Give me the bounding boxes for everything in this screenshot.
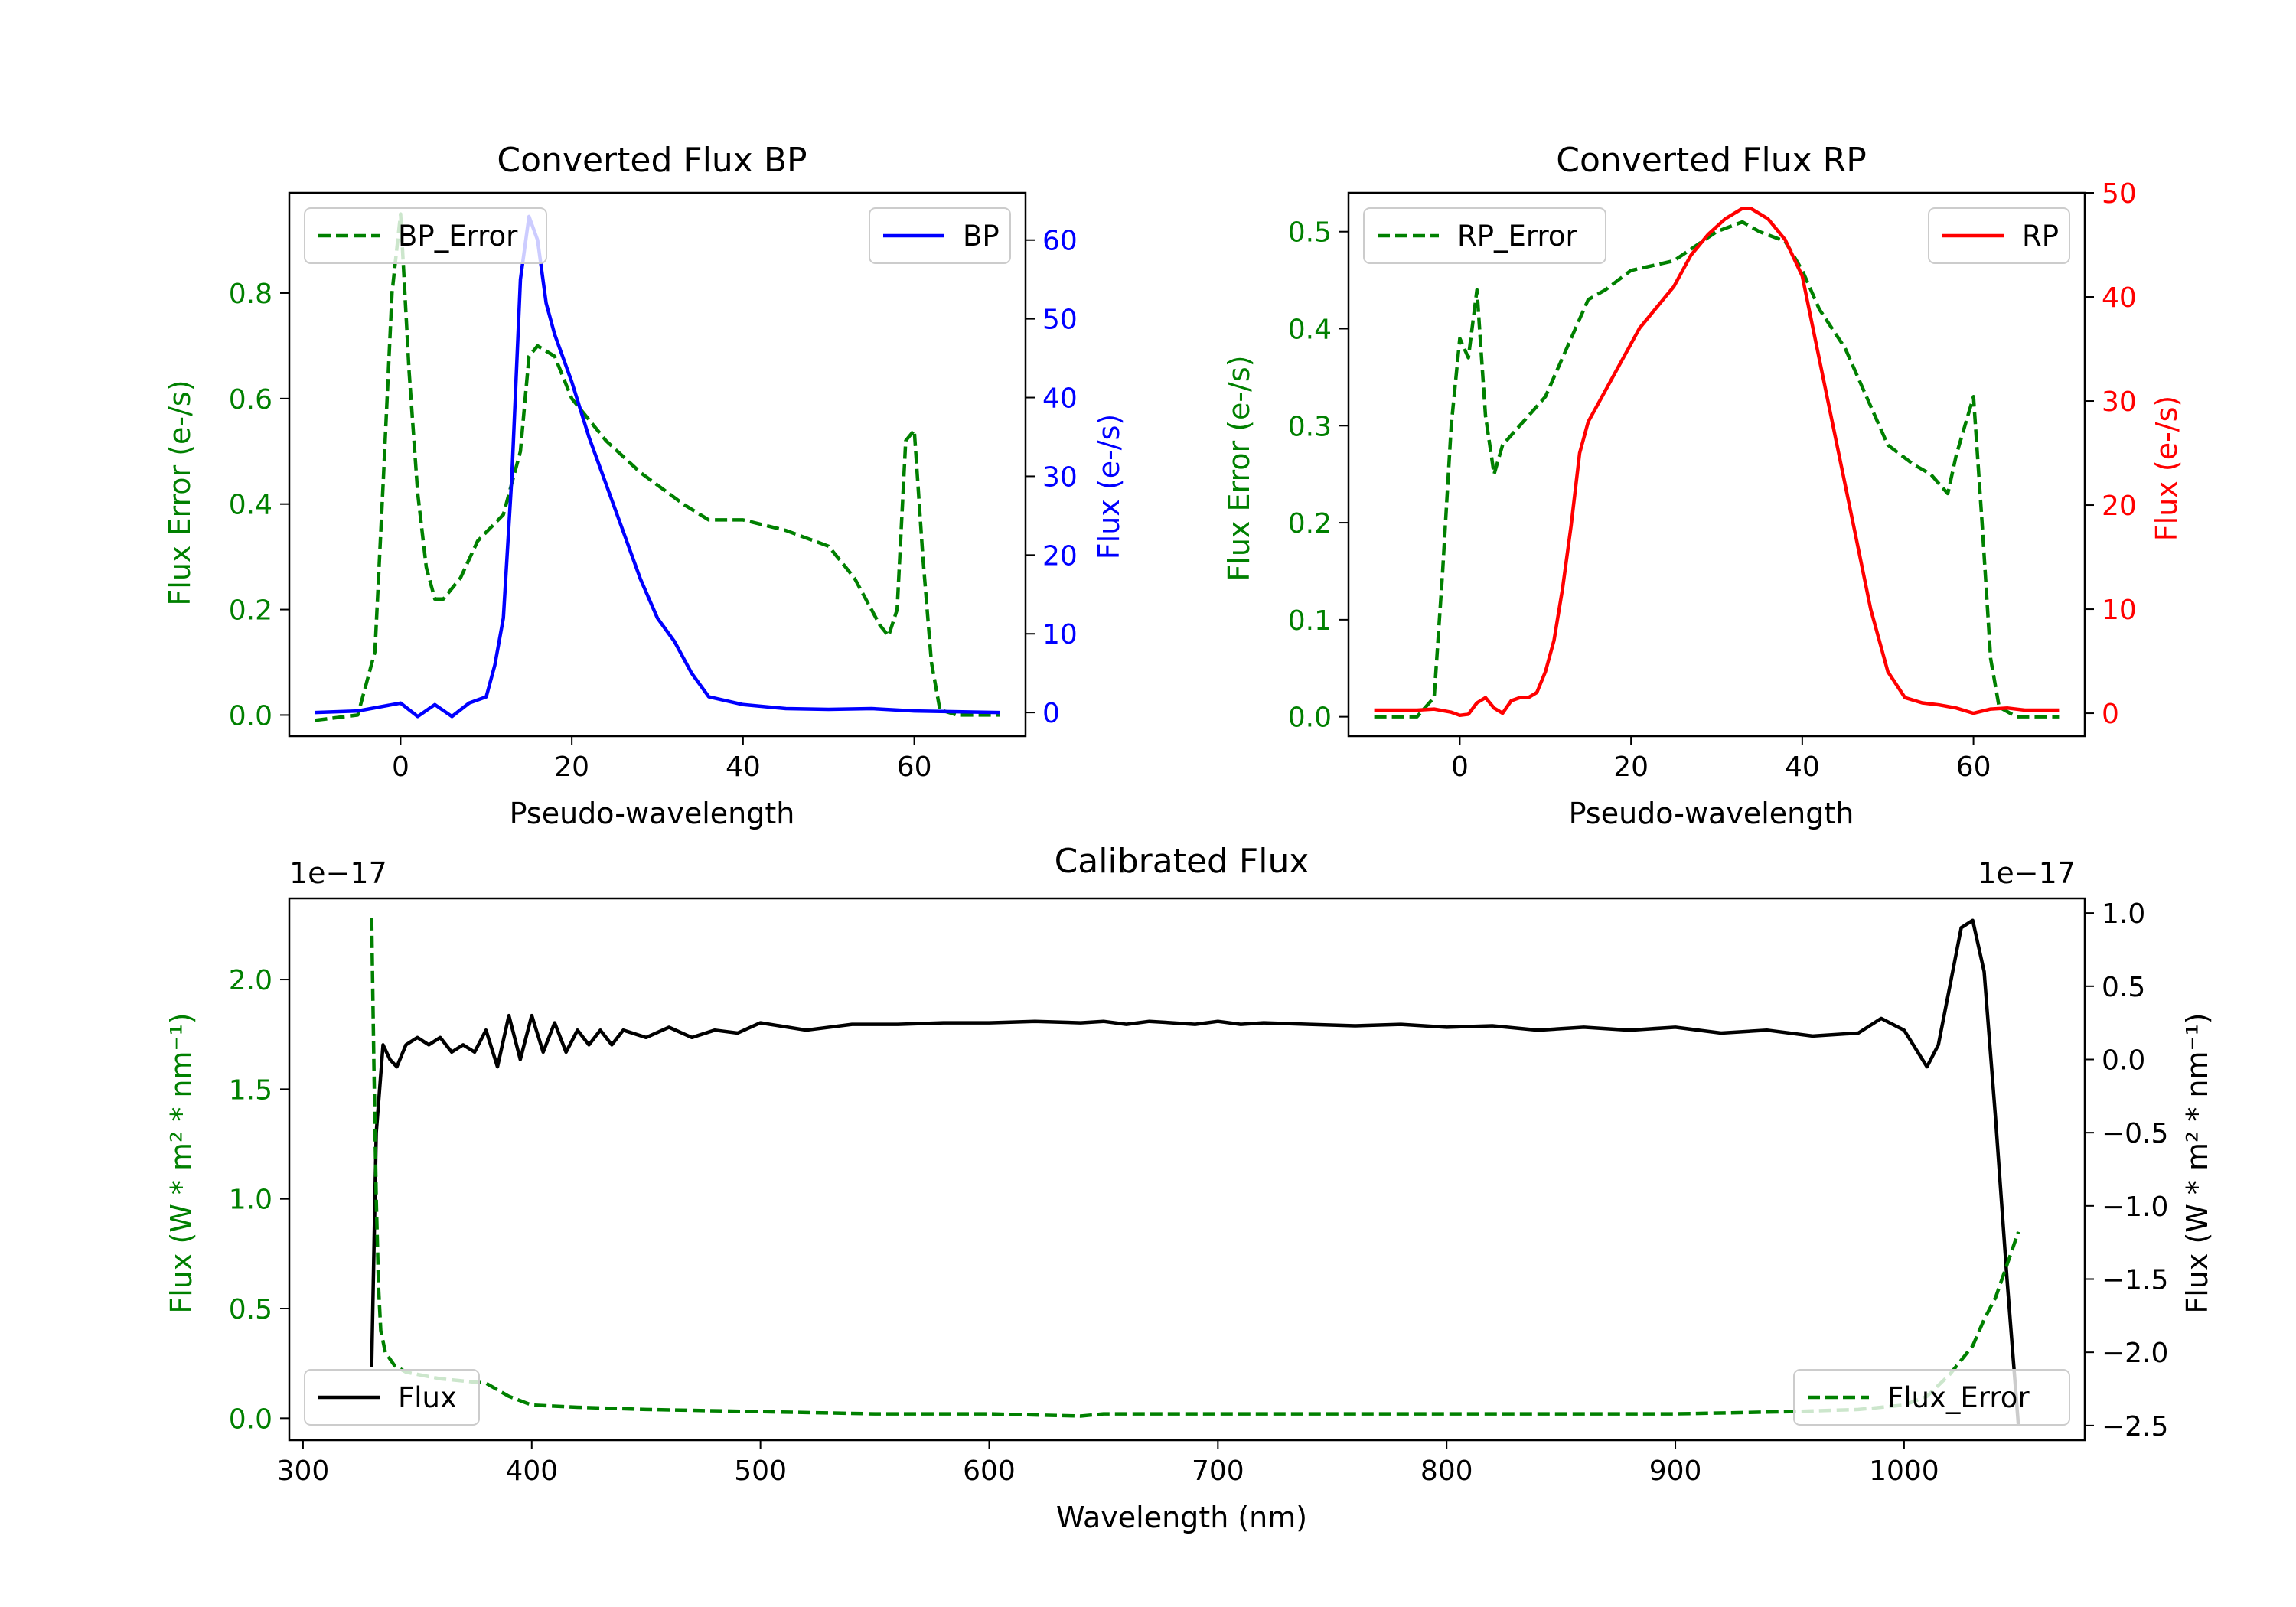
calibrated-legend-flux-label: Flux	[398, 1381, 457, 1414]
calibrated-series-flux-error-line	[370, 918, 2020, 1418]
rp-right-axis-label: Flux (e-/s)	[2150, 396, 2183, 541]
bp-left-y-tick-label: 0.8	[229, 279, 272, 310]
rp-right-y-tick-label: 0	[2102, 699, 2119, 730]
calibrated-axes-frame	[288, 897, 2086, 1442]
bp-legend-bp-error-box	[304, 207, 547, 264]
rp-series-rp-error-line	[1374, 220, 2060, 719]
calibrated-right-y-tick-label: −1.5	[2102, 1265, 2168, 1296]
bp-left-axis-label: Flux Error (e-/s)	[163, 380, 197, 605]
calibrated-left-y-tick-label: 1.5	[229, 1074, 272, 1106]
calibrated-x-tick-label: 700	[1192, 1455, 1244, 1487]
bp-right-y-tick-label: 40	[1042, 383, 1078, 415]
calibrated-chart-title: Calibrated Flux	[1055, 842, 1309, 881]
rp-x-tick-label: 20	[1613, 751, 1649, 783]
calibrated-left-offset-label: 1e−17	[289, 856, 387, 890]
bp-x-tick-label: 60	[897, 751, 932, 783]
bp-right-y-tick-label: 10	[1042, 619, 1078, 650]
rp-chart-title: Converted Flux RP	[1556, 141, 1867, 180]
calibrated-legend-flux-error-label: Flux_Error	[1887, 1381, 2030, 1414]
bp-right-y-tick-label: 50	[1042, 305, 1078, 336]
rp-left-y-tick-label: 0.1	[1288, 605, 1332, 637]
calibrated-series-flux-line	[370, 918, 2020, 1426]
calibrated-chart-panel: Calibrated Flux Wavelength (nm) Flux (W …	[165, 842, 2214, 1534]
calibrated-right-axis-label: Flux (W * m² * nm⁻¹)	[2180, 1012, 2214, 1313]
bp-right-y-tick-label: 30	[1042, 461, 1078, 493]
calibrated-x-axis-label: Wavelength (nm)	[1056, 1501, 1307, 1534]
bp-x-tick-label: 40	[726, 751, 761, 783]
calibrated-right-offset-label: 1e−17	[1978, 856, 2076, 890]
calibrated-x-tick-label: 600	[963, 1455, 1016, 1487]
calibrated-legend-flux-box	[304, 1369, 480, 1426]
calibrated-left-y-tick-label: 0.0	[229, 1403, 272, 1435]
bp-series-bp-error-line	[315, 212, 1000, 722]
rp-x-axis-label: Pseudo-wavelength	[1569, 797, 1854, 830]
bp-right-axis-label: Flux (e-/s)	[1092, 414, 1126, 559]
calibrated-x-tick-label: 300	[277, 1455, 330, 1487]
bp-series-bp-line	[315, 214, 1000, 719]
calibrated-x-tick-label: 400	[505, 1455, 558, 1487]
rp-x-tick-label: 40	[1785, 751, 1820, 783]
rp-legend-rp-error-label: RP_Error	[1457, 220, 1577, 253]
rp-right-y-tick-label: 50	[2102, 178, 2137, 210]
calibrated-left-axis-label: Flux (W * m² * nm⁻¹)	[165, 1012, 198, 1313]
rp-right-y-tick-label: 40	[2102, 282, 2137, 314]
calibrated-x-tick-label: 800	[1420, 1455, 1473, 1487]
bp-x-tick-label: 20	[554, 751, 589, 783]
bp-legend-bp-error-label: BP_Error	[398, 220, 518, 253]
bp-right-y-tick-label: 60	[1042, 226, 1078, 257]
rp-left-y-tick-label: 0.2	[1288, 508, 1332, 539]
rp-left-axis-label: Flux Error (e-/s)	[1222, 355, 1256, 581]
rp-left-y-tick-label: 0.3	[1288, 411, 1332, 442]
rp-x-tick-label: 0	[1451, 751, 1469, 783]
bp-legend-bp-label: BP	[963, 220, 1000, 253]
calibrated-x-tick-label: 500	[734, 1455, 787, 1487]
rp-chart-panel: Converted Flux RP Pseudo-wavelength Flux…	[1222, 141, 2183, 830]
bp-axes-frame	[288, 191, 1027, 738]
calibrated-right-y-tick-label: 0.5	[2102, 972, 2145, 1003]
rp-x-tick-label: 60	[1956, 751, 1991, 783]
rp-left-y-tick-label: 0.5	[1288, 217, 1332, 249]
rp-axes-frame	[1347, 191, 2086, 738]
bp-x-tick-label: 0	[392, 751, 409, 783]
rp-right-y-tick-label: 10	[2102, 595, 2137, 626]
calibrated-right-y-tick-label: 0.0	[2102, 1045, 2145, 1076]
rp-left-y-tick-label: 0.0	[1288, 702, 1332, 734]
bp-right-y-tick-label: 0	[1042, 698, 1060, 729]
calibrated-right-y-tick-label: −1.0	[2102, 1191, 2168, 1223]
calibrated-left-y-tick-label: 1.0	[229, 1185, 272, 1216]
rp-right-y-tick-label: 20	[2102, 491, 2137, 522]
bp-x-axis-label: Pseudo-wavelength	[510, 797, 795, 830]
calibrated-right-y-tick-label: −2.5	[2102, 1411, 2168, 1442]
bp-chart-panel: Converted Flux BP Pseudo-wavelength Flux…	[163, 141, 1126, 830]
calibrated-left-y-tick-label: 0.5	[229, 1294, 272, 1325]
calibrated-right-y-tick-label: −0.5	[2102, 1118, 2168, 1149]
bp-chart-title: Converted Flux BP	[497, 141, 807, 180]
calibrated-x-tick-label: 900	[1649, 1455, 1702, 1487]
bp-left-y-tick-label: 0.2	[229, 595, 272, 627]
bp-right-y-tick-label: 20	[1042, 540, 1078, 572]
calibrated-left-y-tick-label: 2.0	[229, 965, 272, 996]
calibrated-legend-flux-error-box	[1793, 1369, 2070, 1426]
bp-left-y-tick-label: 0.4	[229, 490, 272, 521]
rp-series-rp-line	[1374, 207, 2060, 718]
calibrated-right-y-tick-label: 1.0	[2102, 898, 2145, 930]
rp-right-y-tick-label: 30	[2102, 386, 2137, 418]
bp-left-y-tick-label: 0.0	[229, 700, 272, 732]
calibrated-right-y-tick-label: −2.0	[2102, 1338, 2168, 1369]
bp-left-y-tick-label: 0.6	[229, 384, 272, 416]
rp-legend-rp-label: RP	[2022, 220, 2059, 253]
rp-left-y-tick-label: 0.4	[1288, 315, 1332, 346]
calibrated-x-tick-label: 1000	[1869, 1455, 1939, 1487]
rp-legend-rp-error-box	[1363, 207, 1606, 264]
